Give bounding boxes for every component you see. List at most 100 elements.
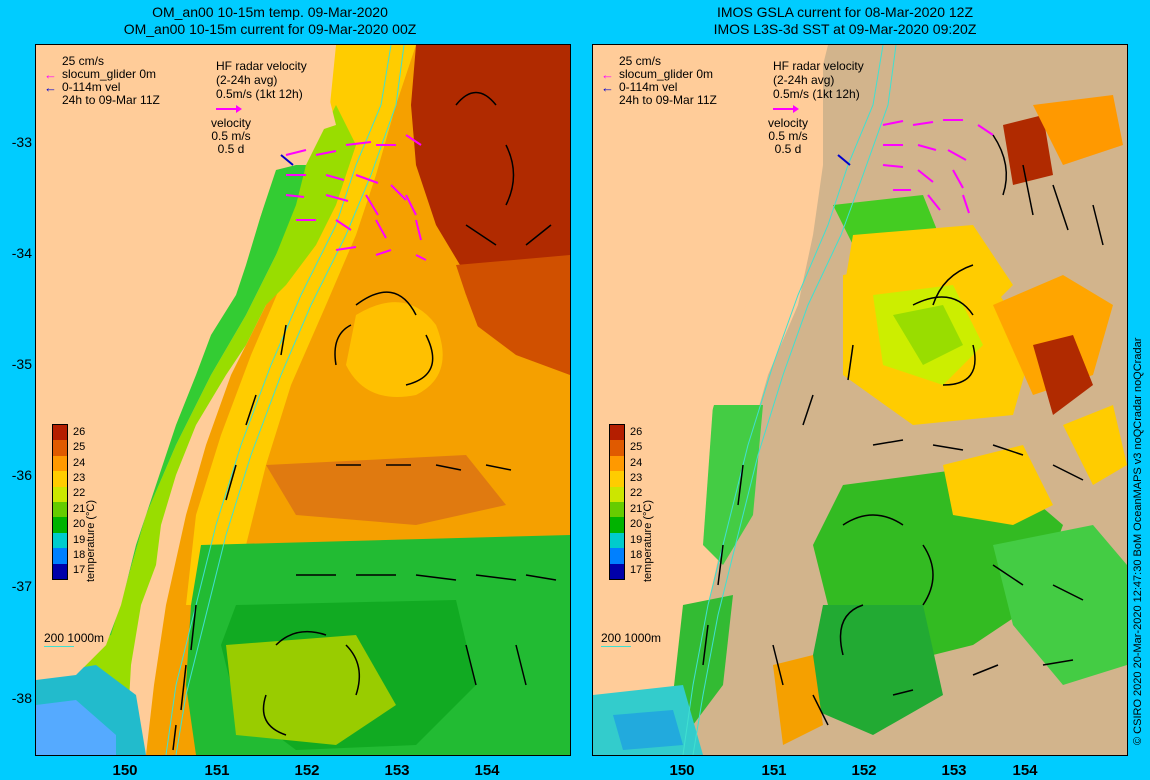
colorbar-tick-label: 18 bbox=[73, 548, 86, 561]
right-hf-line2: (2-24h avg) bbox=[773, 73, 835, 87]
colorbar-tick-label: 26 bbox=[73, 425, 86, 438]
colorbar-tick-label: 17 bbox=[630, 564, 643, 577]
left-depth-line bbox=[44, 646, 74, 647]
lat-label: -34 bbox=[11, 245, 32, 261]
colorbar-segment bbox=[53, 517, 67, 534]
left-hf-line1: HF radar velocity bbox=[216, 59, 307, 73]
colorbar-segment bbox=[53, 563, 67, 580]
lon-label: 150 bbox=[669, 762, 695, 779]
colorbar-tick-label: 26 bbox=[630, 425, 643, 438]
right-legend-vel: 0-114m vel bbox=[619, 80, 678, 94]
lon-label: 154 bbox=[474, 762, 500, 779]
colorbar-segment bbox=[53, 532, 67, 549]
left-hf-line2: (2-24h avg) bbox=[216, 73, 278, 87]
colorbar-segment bbox=[53, 455, 67, 472]
colorbar-tick-label: 22 bbox=[630, 487, 643, 500]
left-title: OM_an00 10-15m temp. 09-Mar-2020 OM_an00… bbox=[0, 4, 540, 38]
colorbar-tick-label: 24 bbox=[73, 456, 86, 469]
right-title: IMOS GSLA current for 08-Mar-2020 12Z IM… bbox=[575, 4, 1115, 38]
left-hf-arrows bbox=[285, 134, 427, 261]
left-depth-legend: 200 1000m bbox=[44, 631, 105, 645]
right-hf-line3: 0.5m/s (1kt 12h) bbox=[773, 87, 860, 101]
lon-label: 152 bbox=[294, 762, 320, 779]
colorbar-tick-label: 22 bbox=[73, 487, 86, 500]
right-velocity-line2: 0.5 m/s bbox=[768, 129, 808, 143]
colorbar-tick-label: 21 bbox=[630, 502, 643, 515]
colorbar-tick-label: 23 bbox=[73, 471, 86, 484]
right-scale-legend: 25 cm/s ← slocum_glider 0m ← 0-114m vel 24… bbox=[601, 55, 717, 107]
left-velocity-line3: 0.5 d bbox=[217, 142, 245, 156]
left-title-line1: OM_an00 10-15m temp. 09-Mar-2020 bbox=[152, 4, 388, 20]
right-legend-glider: slocum_glider 0m bbox=[619, 67, 714, 81]
glider-arrow-icon: ← bbox=[601, 67, 614, 82]
left-title-line2: OM_an00 10-15m current for 09-Mar-2020 0… bbox=[123, 21, 417, 37]
lon-label: 154 bbox=[1012, 762, 1038, 779]
left-legend-vel: 0-114m vel bbox=[62, 80, 121, 94]
colorbar-segment bbox=[610, 548, 624, 565]
lon-label: 151 bbox=[761, 762, 787, 779]
colorbar-segment bbox=[610, 563, 624, 580]
colorbar-segment bbox=[610, 486, 624, 503]
right-depth-line bbox=[601, 646, 631, 647]
hf-arrow-icon bbox=[773, 104, 799, 113]
right-title-line1: IMOS GSLA current for 08-Mar-2020 12Z bbox=[717, 4, 973, 20]
left-legend-window: 24h to 09-Mar 11Z bbox=[62, 93, 160, 107]
right-hf-legend: HF radar velocity (2-24h avg) 0.5m/s (1k… bbox=[773, 59, 864, 115]
lat-label: -33 bbox=[11, 134, 32, 150]
lat-label: -38 bbox=[11, 690, 32, 706]
colorbar-tick-label: 17 bbox=[73, 564, 86, 577]
right-hf-line1: HF radar velocity bbox=[773, 59, 864, 73]
lon-label: 153 bbox=[384, 762, 410, 779]
left-velocity-line2: 0.5 m/s bbox=[211, 129, 251, 143]
right-current-arrows bbox=[702, 134, 1104, 726]
left-hf-legend: HF radar velocity (2-24h avg) 0.5m/s (1k… bbox=[216, 59, 307, 115]
left-legend-scale: 25 cm/s bbox=[62, 54, 105, 68]
credit-text: © CSIRO 2020 20-Mar-2020 12:47:30 BoM Oc… bbox=[1132, 337, 1144, 745]
left-scale-legend: 25 cm/s ← slocum_glider 0m ← 0-114m vel 24… bbox=[44, 55, 160, 107]
left-map-graphic bbox=[36, 45, 570, 755]
colorbar-tick-label: 20 bbox=[73, 518, 86, 531]
colorbar-segment bbox=[610, 502, 624, 518]
colorbar-segment bbox=[53, 425, 67, 441]
left-velocity-line1: velocity bbox=[211, 116, 252, 130]
colorbar-tick-label: 25 bbox=[73, 441, 86, 454]
colorbar-tick-label: 21 bbox=[73, 502, 86, 515]
right-hf-arrows bbox=[882, 119, 994, 214]
right-colorbar: 26 25 24 23 22 21 20 19 18 17 bbox=[609, 424, 642, 580]
colorbar-tick-label: 23 bbox=[630, 471, 643, 484]
right-colorbar-title: temperature (°C) bbox=[642, 499, 654, 582]
colorbar-tick-label: 19 bbox=[630, 533, 643, 546]
colorbar-tick-label: 19 bbox=[73, 533, 86, 546]
colorbar-tick-label: 20 bbox=[630, 518, 643, 531]
colorbar-tick-label: 18 bbox=[630, 548, 643, 561]
lat-label: -35 bbox=[11, 356, 32, 372]
colorbar-segment bbox=[53, 548, 67, 565]
right-velocity-line3: 0.5 d bbox=[774, 142, 802, 156]
colorbar-segment bbox=[610, 517, 624, 534]
colorbar-segment bbox=[53, 440, 67, 457]
left-map: 25 cm/s ← slocum_glider 0m ← 0-114m vel 24… bbox=[35, 44, 571, 756]
colorbar-segment bbox=[610, 532, 624, 549]
left-glider-track bbox=[280, 154, 294, 166]
hf-arrow-icon bbox=[216, 104, 242, 113]
left-current-arrows bbox=[172, 91, 557, 751]
vel-arrow-icon: ← bbox=[44, 80, 57, 95]
colorbar-segment bbox=[610, 455, 624, 472]
right-velocity-line1: velocity bbox=[768, 116, 809, 130]
lon-label: 153 bbox=[941, 762, 967, 779]
right-map-graphic bbox=[593, 45, 1127, 755]
lat-label: -36 bbox=[11, 467, 32, 483]
colorbar-segment bbox=[53, 471, 67, 488]
glider-arrow-icon: ← bbox=[44, 67, 57, 82]
left-colorbar: 26 25 24 23 22 21 20 19 18 17 bbox=[52, 424, 85, 580]
right-velocity-legend: velocity 0.5 m/s 0.5 d bbox=[768, 117, 808, 156]
right-glider-track bbox=[837, 154, 851, 166]
right-title-line2: IMOS L3S-3d SST at 09-Mar-2020 09:20Z bbox=[713, 21, 977, 37]
colorbar-segment bbox=[53, 502, 67, 518]
colorbar-segment bbox=[610, 471, 624, 488]
colorbar-segment bbox=[610, 440, 624, 457]
colorbar-tick-label: 25 bbox=[630, 441, 643, 454]
lon-label: 152 bbox=[851, 762, 877, 779]
lon-label: 150 bbox=[112, 762, 138, 779]
left-hf-line3: 0.5m/s (1kt 12h) bbox=[216, 87, 303, 101]
